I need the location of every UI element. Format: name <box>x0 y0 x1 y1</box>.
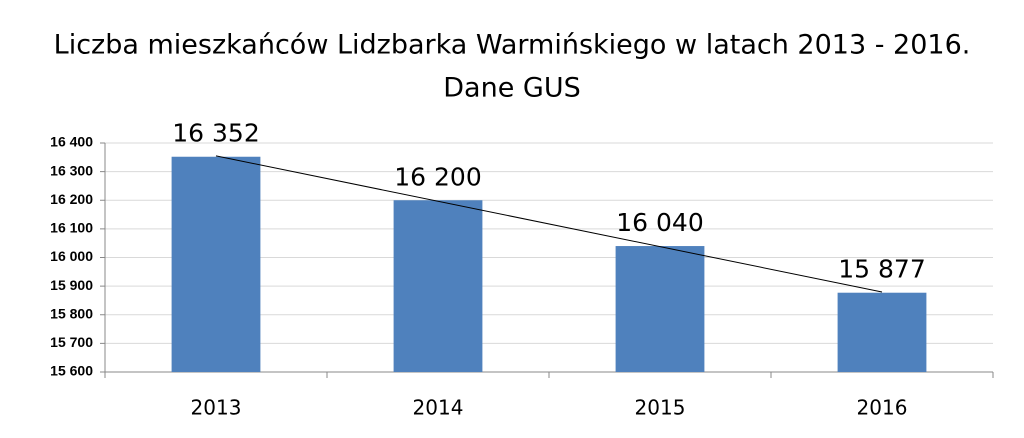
y-tick-label: 16 200 <box>50 191 93 207</box>
value-label: 15 877 <box>838 255 925 284</box>
bar <box>393 200 483 372</box>
y-tick-label: 15 700 <box>50 334 93 350</box>
value-label: 16 200 <box>394 162 481 191</box>
y-tick-label: 15 900 <box>50 277 93 293</box>
y-tick-label: 16 400 <box>50 134 93 150</box>
chart-title: Dane GUS <box>443 73 580 104</box>
y-tick-label: 16 000 <box>50 248 93 264</box>
x-tick-label: 2016 <box>857 396 908 420</box>
bar <box>837 292 927 372</box>
x-tick-label: 2015 <box>635 396 686 420</box>
value-label: 16 040 <box>616 208 703 237</box>
y-tick-label: 15 600 <box>50 363 93 379</box>
trend-line <box>215 155 883 293</box>
y-tick-label: 15 800 <box>50 305 93 321</box>
x-tick-label: 2014 <box>413 396 464 420</box>
chart-title: Liczba mieszkańców Lidzbarka Warmińskieg… <box>54 30 971 61</box>
bar <box>171 156 261 372</box>
y-tick-label: 16 100 <box>50 220 93 236</box>
value-label: 16 352 <box>172 119 259 148</box>
x-tick-label: 2013 <box>191 396 242 420</box>
y-tick-label: 16 300 <box>50 162 93 178</box>
bar <box>615 246 705 372</box>
